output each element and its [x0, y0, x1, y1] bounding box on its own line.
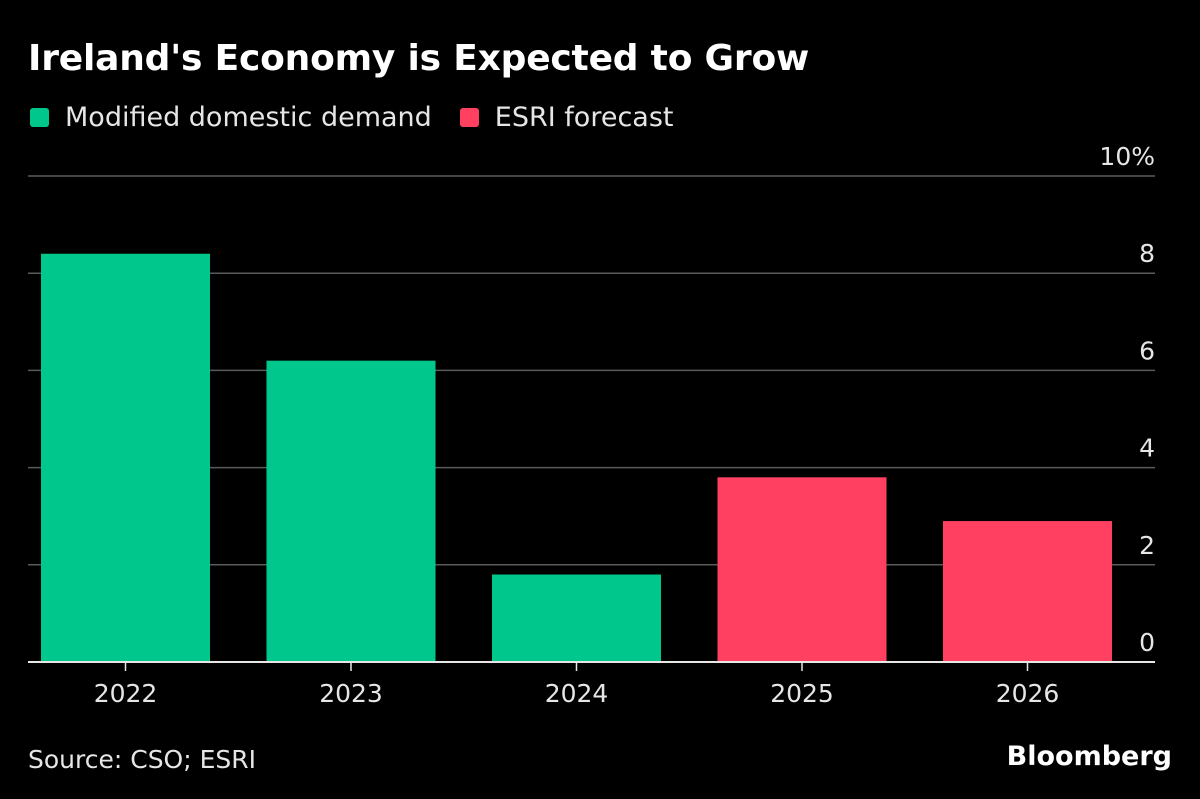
- bar-2026: [943, 521, 1112, 662]
- chart-title: Ireland's Economy is Expected to Grow: [28, 38, 810, 79]
- x-tick-label: 2026: [996, 679, 1060, 708]
- legend-item-modified-domestic-demand: Modified domestic demand: [30, 102, 432, 133]
- y-tick-label: 4: [1139, 434, 1155, 463]
- y-tick-label: 8: [1139, 239, 1155, 268]
- y-tick-label: 6: [1139, 336, 1155, 365]
- bar-2024: [492, 574, 661, 662]
- y-tick-label: 10%: [1099, 142, 1155, 171]
- legend-label-modified-domestic-demand: Modified domestic demand: [65, 102, 432, 133]
- bar-2023: [266, 360, 436, 662]
- legend-label-esri-forecast: ESRI forecast: [494, 102, 674, 133]
- bloomberg-logo: Bloomberg: [1006, 741, 1172, 772]
- y-tick-label: 2: [1139, 531, 1155, 560]
- bar-2025: [717, 477, 887, 662]
- x-tick-label: 2024: [545, 679, 609, 708]
- x-tick-label: 2025: [770, 679, 834, 708]
- bar-2022: [41, 253, 210, 662]
- source-note: Source: CSO; ESRI: [28, 745, 257, 774]
- y-tick-label: 0: [1139, 628, 1155, 657]
- x-tick-label: 2022: [94, 679, 158, 708]
- legend-swatch-esri-forecast: [459, 108, 479, 127]
- x-tick-label: 2023: [319, 679, 383, 708]
- legend: Modified domestic demand ESRI forecast: [30, 102, 702, 133]
- legend-item-esri-forecast: ESRI forecast: [459, 102, 674, 133]
- legend-swatch-modified-domestic-demand: [30, 108, 49, 127]
